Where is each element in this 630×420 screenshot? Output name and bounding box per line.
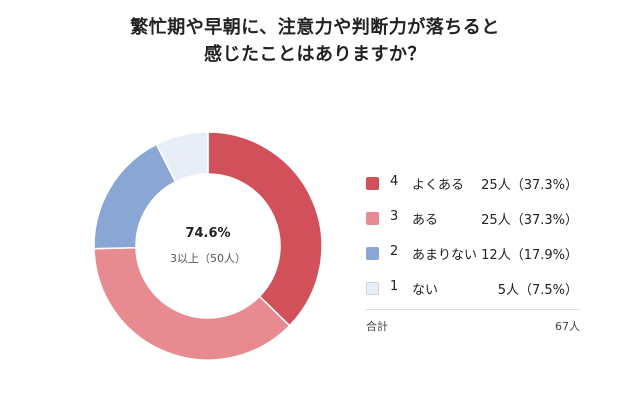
- legend-number: 1: [390, 279, 399, 294]
- chart-title-line2: 感じたことはありますか？: [204, 44, 426, 65]
- legend-divider: [366, 309, 580, 310]
- slice-never: [155, 131, 209, 183]
- slice-often: [207, 131, 323, 327]
- legend-value: 25人（37.3%）: [481, 213, 578, 228]
- total-label: 合計: [366, 320, 388, 333]
- legend-value: 12人（17.9%）: [481, 248, 578, 263]
- legend-swatch: [366, 247, 379, 260]
- legend-item-1: 1 ない 5人（7.5%）: [366, 277, 578, 312]
- legend-item-2: 2 あまりない 12人（17.9%）: [366, 242, 578, 277]
- legend-swatch: [366, 177, 379, 190]
- chart-title: 繁忙期や早朝に、注意力や判断力が落ちると 感じたことはありますか？: [0, 14, 630, 68]
- legend-swatch: [366, 212, 379, 225]
- chart-title-line1: 繁忙期や早朝に、注意力や判断力が落ちると: [130, 17, 500, 38]
- legend-value: 5人（7.5%）: [497, 283, 578, 298]
- legend-number: 3: [390, 209, 399, 224]
- donut-chart: [93, 131, 323, 361]
- legend-item-3: 3 ある 25人（37.3%）: [366, 207, 578, 242]
- legend: 4 よくある 25人（37.3%） 3 ある 25人（37.3%） 2 あまりな…: [366, 172, 578, 312]
- legend-value: 25人（37.3%）: [481, 178, 578, 193]
- legend-item-4: 4 よくある 25人（37.3%）: [366, 172, 578, 207]
- legend-label: あまりない: [412, 248, 478, 263]
- legend-number: 4: [390, 174, 399, 189]
- legend-label: よくある: [412, 178, 465, 193]
- slice-sometimes: [93, 246, 291, 361]
- center-subtitle: 3以上（50人）: [170, 252, 246, 265]
- legend-label: ない: [412, 283, 439, 298]
- legend-label: ある: [412, 213, 439, 228]
- legend-number: 2: [390, 244, 399, 259]
- total-value: 67人: [555, 320, 580, 333]
- center-percent: 74.6%: [185, 226, 231, 241]
- legend-swatch: [366, 282, 379, 295]
